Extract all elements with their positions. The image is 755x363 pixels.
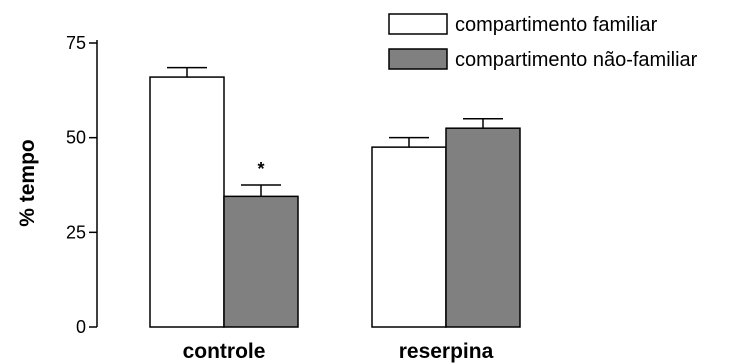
category-label-controle: controle — [183, 340, 266, 363]
bars-group — [149, 66, 521, 328]
bar-reserpina-nao-familiar — [445, 127, 521, 328]
annotations: * — [257, 159, 264, 179]
bar-reserpina-familiar — [371, 146, 447, 328]
bar-controle-nao-familiar — [223, 195, 299, 328]
bar-controle-familiar — [149, 76, 225, 328]
legend-swatch-familiar — [388, 13, 448, 35]
legend-label-familiar: compartimento familiar — [455, 14, 658, 36]
significance-asterisk: * — [257, 159, 264, 179]
legend-swatch-nao-familiar — [388, 48, 448, 70]
y-tick-label: 0 — [76, 317, 86, 337]
y-tick-label: 75 — [66, 33, 86, 53]
category-label-reserpina: reserpina — [399, 340, 494, 363]
y-tick-label: 25 — [66, 222, 86, 242]
y-tick-label: 50 — [66, 128, 86, 148]
legend: compartimento familiar compartimento não… — [388, 13, 698, 71]
y-axis-ticks: 0 25 50 75 — [66, 33, 97, 337]
category-labels: controle reserpina — [183, 340, 494, 363]
y-axis-title: % tempo — [16, 139, 39, 227]
legend-label-nao-familiar: compartimento não-familiar — [455, 49, 698, 71]
